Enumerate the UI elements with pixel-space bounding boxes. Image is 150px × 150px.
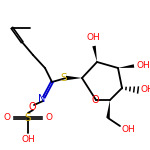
Text: O: O [45, 114, 52, 123]
Text: S: S [25, 113, 31, 123]
Text: O: O [28, 102, 36, 112]
Text: N: N [38, 94, 46, 104]
Text: OH: OH [121, 126, 135, 135]
Text: OH: OH [86, 33, 100, 42]
Text: OH: OH [136, 60, 150, 69]
Text: O: O [91, 95, 99, 105]
Polygon shape [66, 76, 82, 80]
Polygon shape [106, 100, 110, 118]
Polygon shape [92, 46, 97, 62]
Text: O: O [3, 114, 10, 123]
Text: OH: OH [140, 85, 150, 94]
Text: OH: OH [21, 135, 35, 144]
Text: S: S [61, 73, 67, 83]
Polygon shape [118, 64, 134, 68]
